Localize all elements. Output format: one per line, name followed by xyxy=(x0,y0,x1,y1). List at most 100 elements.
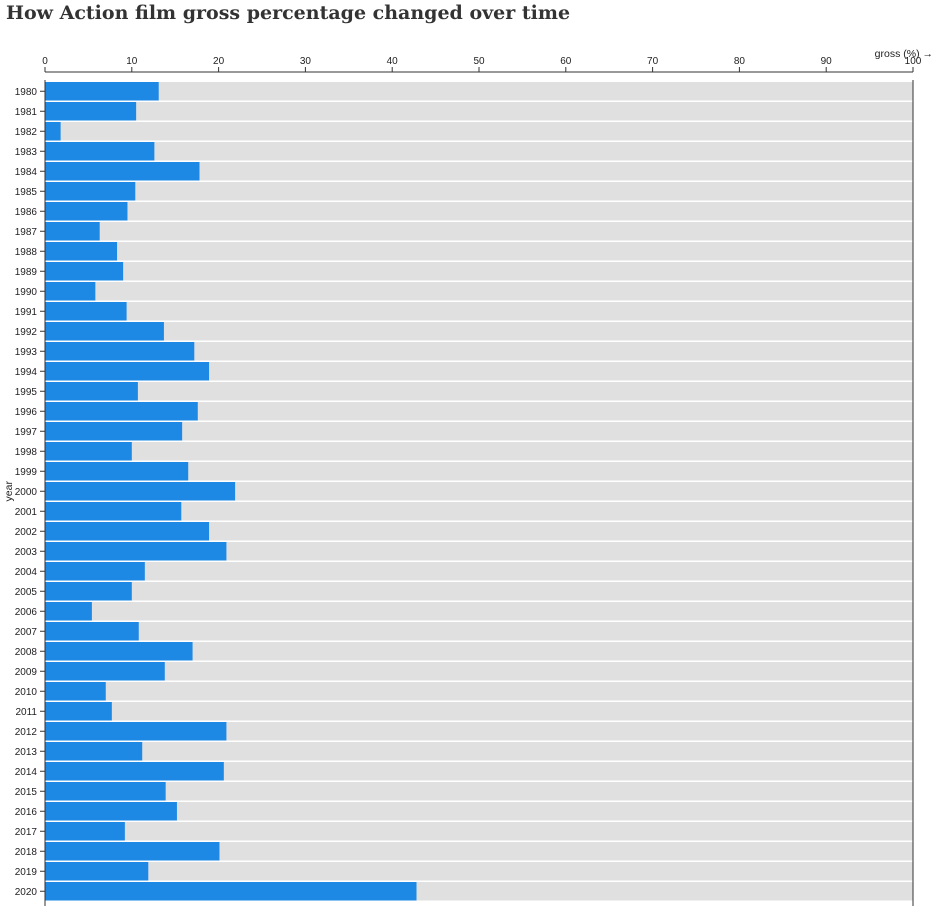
bar-1984 xyxy=(45,162,200,181)
y-tick-label-1992: 1992 xyxy=(15,327,38,338)
bar-background-1981 xyxy=(45,102,913,121)
bar-background-2019 xyxy=(45,862,913,881)
y-tick-label-1990: 1990 xyxy=(15,287,38,298)
bar-1983 xyxy=(45,142,155,161)
x-axis: 0 10 20 30 40 50 60 70 80 90 100 xyxy=(42,56,922,73)
y-tick-label-1980: 1980 xyxy=(15,87,38,98)
y-tick-label-1996: 1996 xyxy=(15,407,38,418)
y-tick-label-1995: 1995 xyxy=(15,387,38,398)
y-tick-label-2012: 2012 xyxy=(15,727,38,738)
bar-1987 xyxy=(45,222,100,241)
bar-background-2013 xyxy=(45,742,913,761)
bar-2013 xyxy=(45,742,143,761)
y-tick-label-2017: 2017 xyxy=(15,827,38,838)
bar-2011 xyxy=(45,702,112,721)
bar-background-1997 xyxy=(45,422,913,441)
y-tick-label-2014: 2014 xyxy=(15,767,38,778)
y-tick-label-1997: 1997 xyxy=(15,427,38,438)
bar-1997 xyxy=(45,422,183,441)
x-tick-label-7: 70 xyxy=(647,56,659,67)
bar-1988 xyxy=(45,242,118,261)
x-tick-label-3: 30 xyxy=(300,56,312,67)
x-tick-label-6: 60 xyxy=(560,56,572,67)
bar-background-2002 xyxy=(45,522,913,541)
bar-background-1986 xyxy=(45,202,913,221)
bar-2014 xyxy=(45,762,224,781)
y-tick-label-1985: 1985 xyxy=(15,187,38,198)
bar-2017 xyxy=(45,822,125,841)
bar-1993 xyxy=(45,342,195,361)
y-tick-label-2006: 2006 xyxy=(15,607,38,618)
bar-background-1984 xyxy=(45,162,913,181)
bar-background-2003 xyxy=(45,542,913,561)
y-tick-label-1982: 1982 xyxy=(15,127,38,138)
bar-1981 xyxy=(45,102,137,121)
y-axis: 1980 1981 1982 1983 1984 1985 1986 1987 1988 1989… xyxy=(15,80,914,906)
bar-background-1991 xyxy=(45,302,913,321)
bar-2018 xyxy=(45,842,220,861)
bar-2007 xyxy=(45,622,139,641)
bar-1996 xyxy=(45,402,198,421)
bar-background-1985 xyxy=(45,182,913,201)
bar-1994 xyxy=(45,362,210,381)
x-tick-label-8: 80 xyxy=(734,56,746,67)
y-tick-label-2010: 2010 xyxy=(15,687,38,698)
y-tick-label-2001: 2001 xyxy=(15,507,38,518)
bar-background-1983 xyxy=(45,142,913,161)
bar-2015 xyxy=(45,782,166,801)
bar-2019 xyxy=(45,862,149,881)
y-tick-label-1993: 1993 xyxy=(15,347,38,358)
y-tick-label-2003: 2003 xyxy=(15,547,38,558)
bar-background-1989 xyxy=(45,262,913,281)
bar-1989 xyxy=(45,262,124,281)
x-tick-label-10: 100 xyxy=(905,56,922,67)
bar-background-2015 xyxy=(45,782,913,801)
y-tick-label-1991: 1991 xyxy=(15,307,38,318)
bar-background-1992 xyxy=(45,322,913,341)
bar-2002 xyxy=(45,522,210,541)
y-tick-label-2018: 2018 xyxy=(15,847,38,858)
bar-background-2016 xyxy=(45,802,913,821)
bar-background-2011 xyxy=(45,702,913,721)
y-tick-label-2015: 2015 xyxy=(15,787,38,798)
y-tick-label-1988: 1988 xyxy=(15,247,38,258)
bar-2000 xyxy=(45,482,236,501)
y-tick-label-2004: 2004 xyxy=(15,567,38,578)
bar-background-2018 xyxy=(45,842,913,861)
bar-background-2001 xyxy=(45,502,913,521)
bar-background-1993 xyxy=(45,342,913,361)
x-tick-label-0: 0 xyxy=(42,56,48,67)
y-tick-label-2007: 2007 xyxy=(15,627,38,638)
x-tick-label-4: 40 xyxy=(387,56,399,67)
bar-background-2010 xyxy=(45,682,913,701)
y-tick-label-2002: 2002 xyxy=(15,527,38,538)
y-tick-label-2019: 2019 xyxy=(15,867,38,878)
bar-background-1990 xyxy=(45,282,913,301)
y-tick-label-1999: 1999 xyxy=(15,467,38,478)
bar-background-2004 xyxy=(45,562,913,581)
bar-background-2006 xyxy=(45,602,913,621)
bar-1980 xyxy=(45,82,159,101)
y-tick-label-2011: 2011 xyxy=(15,707,37,718)
y-tick-label-2016: 2016 xyxy=(15,807,38,818)
x-tick-label-5: 50 xyxy=(473,56,485,67)
bar-2006 xyxy=(45,602,92,621)
y-tick-label-1986: 1986 xyxy=(15,207,38,218)
bar-1986 xyxy=(45,202,128,221)
x-tick-label-1: 10 xyxy=(126,56,138,67)
bar-1992 xyxy=(45,322,164,341)
bar-2001 xyxy=(45,502,182,521)
y-tick-label-1994: 1994 xyxy=(15,367,38,378)
bar-1991 xyxy=(45,302,127,321)
x-tick-label-2: 20 xyxy=(213,56,225,67)
bar-background-1999 xyxy=(45,462,913,481)
bar-background-2005 xyxy=(45,582,913,601)
y-tick-label-1989: 1989 xyxy=(15,267,38,278)
y-tick-label-2000: 2000 xyxy=(15,487,38,498)
bar-1982 xyxy=(45,122,61,141)
bar-background-1996 xyxy=(45,402,913,421)
bar-2020 xyxy=(45,882,417,901)
y-tick-label-2020: 2020 xyxy=(15,887,38,898)
x-axis-title: gross (%) → xyxy=(875,48,933,60)
